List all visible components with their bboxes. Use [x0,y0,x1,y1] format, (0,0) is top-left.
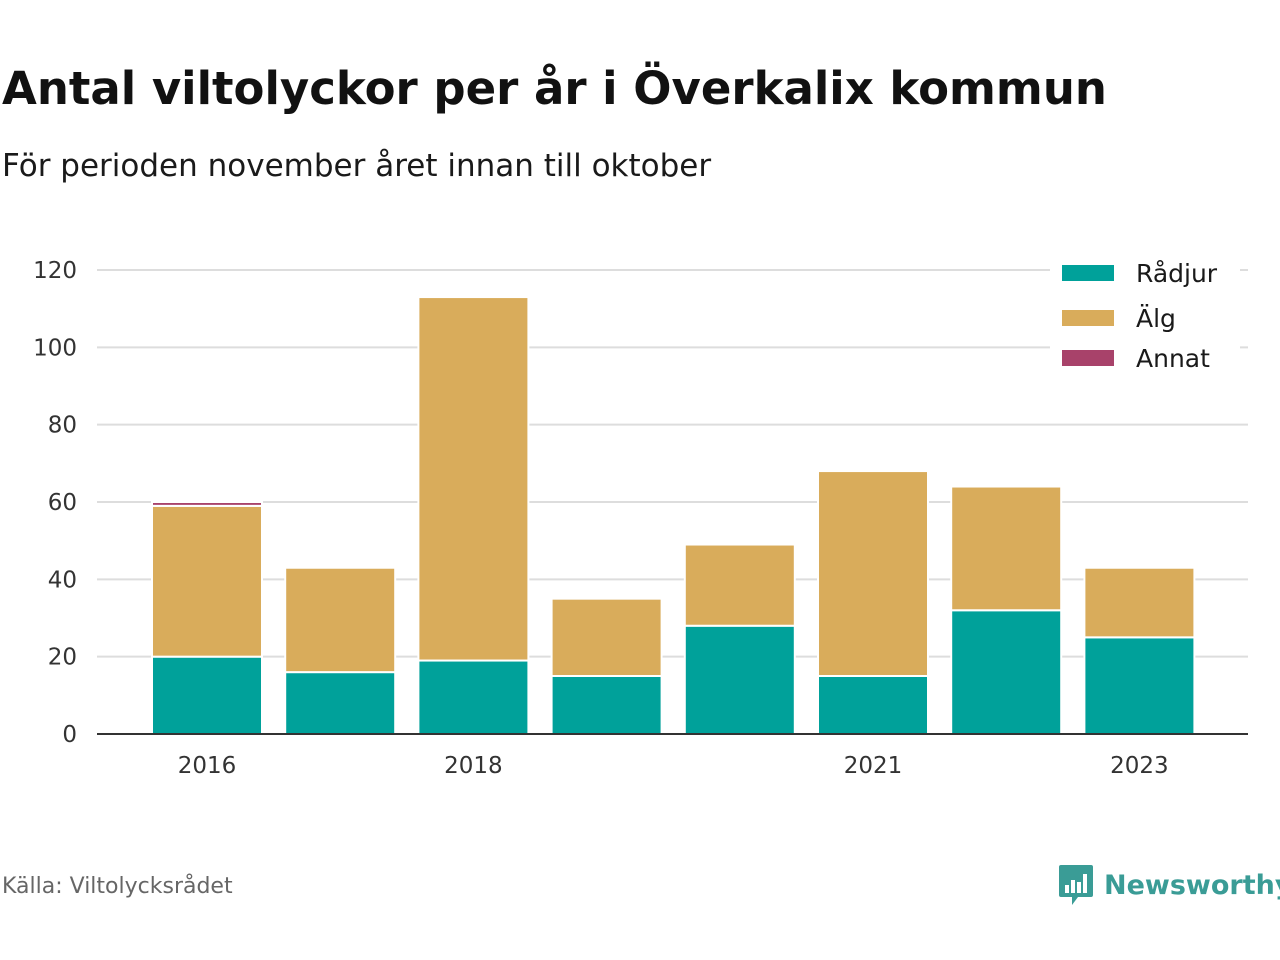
brand-name: Newsworthy [1104,869,1280,901]
bar-rådjur-2023 [1083,636,1196,735]
bar-rådjur-2022 [950,609,1063,735]
y-tick-label: 0 [62,722,77,748]
bar-annat-2016 [151,501,263,507]
stacked-bar-chart: 0 20 40 60 80 100 120 2016 2018 2021 2023 Rådjur Äl… [33,253,1248,779]
x-tick-label: 2023 [1110,753,1169,779]
bar-rådjur-2016 [151,655,263,736]
bar-älg-2023 [1083,566,1196,639]
x-tick-label: 2016 [178,753,237,779]
brand-logo: Newsworthy [1058,862,1280,908]
y-tick-label: 40 [48,567,77,593]
bar-älg-2018 [417,296,530,662]
bar-älg-2019 [550,597,663,678]
bar-rådjur-2021 [817,675,929,735]
bar-rådjur-2018 [417,659,530,735]
y-tick-label: 120 [33,258,77,284]
chart-subtitle: För perioden november året innan till ok… [2,148,712,184]
bar-älg-2021 [817,470,929,678]
legend-label: Annat [1136,344,1210,373]
legend-label: Rådjur [1136,259,1218,288]
legend: Rådjur Älg Annat [1050,253,1240,378]
legend-swatch-rådjur [1062,265,1114,281]
bar-rådjur-2017 [284,671,397,736]
y-tick-label: 20 [48,645,77,671]
bar-älg-2017 [284,566,397,674]
x-tick-label: 2018 [444,753,503,779]
y-tick-label: 80 [48,413,77,439]
bar-älg-2016 [151,504,263,658]
legend-label: Älg [1136,304,1176,333]
bar-rådjur-2019 [550,675,663,735]
source-note: Källa: Viltolycksrådet [2,874,233,899]
legend-swatch-älg [1062,310,1114,326]
legend-swatch-annat [1062,350,1114,366]
y-tick-label: 100 [33,335,77,361]
y-tick-label: 60 [48,490,77,516]
chart-title: Antal viltolyckor per år i Överkalix kom… [2,62,1107,115]
x-tick-label: 2021 [844,753,903,779]
bar-älg-2020 [683,543,796,627]
bars [151,296,1196,736]
bar-rådjur-2020 [683,624,796,736]
bar-chart-speech-bubble-icon [1059,865,1093,905]
axes: 0 20 40 60 80 100 120 2016 2018 2021 2023 [33,258,1248,779]
bar-älg-2022 [950,485,1063,612]
